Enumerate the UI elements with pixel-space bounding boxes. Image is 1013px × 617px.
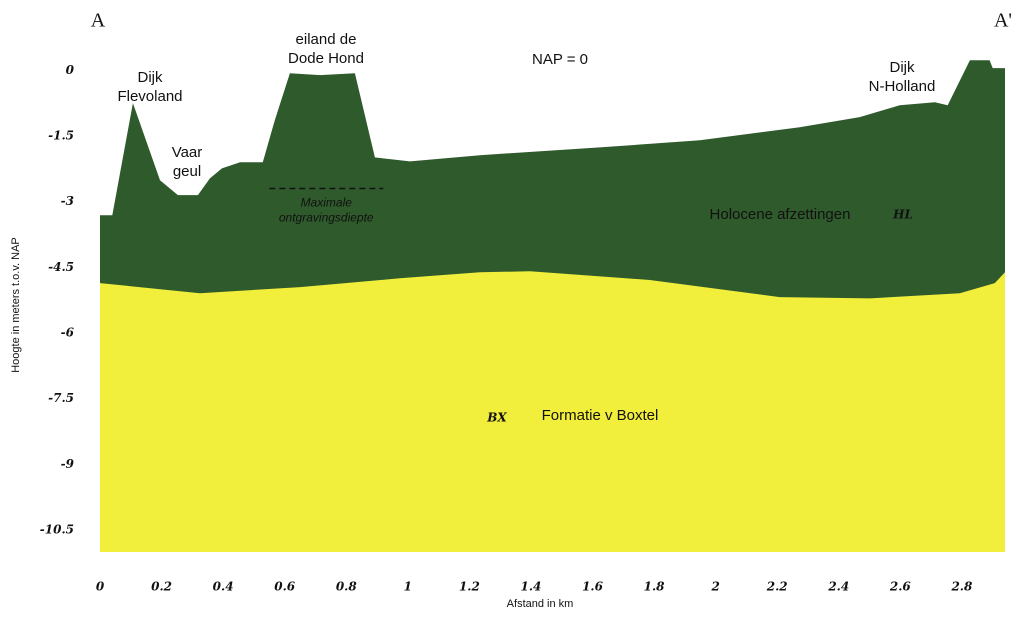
y-tick-label: -7.5 [48,391,74,405]
annotation: N-Holland [869,78,936,95]
y-tick-label: -10.5 [40,523,74,537]
y-axis-title: Hoogte in meters t.o.v. NAP [10,237,22,373]
layer-code: BX [486,411,507,425]
section-start-label: A [91,10,106,32]
excavation-depth-label: Maximale [301,196,353,210]
y-tick-label: -3 [61,194,74,208]
x-tick-label: 2.2 [766,580,788,594]
x-tick-label: 2.6 [889,580,912,594]
x-tick-label: 1.8 [644,580,666,594]
x-tick-label: 0.4 [213,580,234,594]
x-axis-title: Afstand in km [507,598,574,610]
x-tick-label: 1.2 [459,580,480,594]
x-tick-label: 1.6 [582,580,604,594]
annotation: Dijk [138,69,163,86]
x-tick-label: 2.4 [827,580,849,594]
chart: A A' Afstand in km Hoogte in meters t.o.… [0,0,1013,612]
layer-code: HL [892,208,913,222]
x-tick-label: 2.8 [950,580,973,594]
y-tick-label: -9 [61,457,75,471]
x-tick-label: 0.2 [151,580,172,594]
y-tick-label: -6 [61,326,75,340]
x-tick-label: 1 [404,580,412,594]
annotation: Flevoland [117,88,182,105]
annotation: Dijk [890,59,915,76]
x-tick-label: 2 [710,580,719,594]
y-tick-label: 0 [66,63,75,77]
x-tick-label: 0.6 [274,580,296,594]
annotation: Dode Hond [288,50,364,67]
x-tick-label: 0 [96,580,105,594]
layer-label: Holocene afzettingen [710,206,851,223]
annotation: eiland de [296,31,357,48]
section-end-label: A' [994,10,1012,32]
excavation-depth-label: ontgravingsdiepte [279,211,374,225]
x-tick-label: 1.4 [521,580,542,594]
y-tick-label: -1.5 [48,128,74,142]
layer-label: Formatie v Boxtel [542,407,659,424]
annotation: NAP = 0 [532,51,588,68]
annotation: Vaar [172,144,203,161]
y-tick-label: -4.5 [48,260,74,274]
x-tick-label: 0.8 [336,580,358,594]
annotation: geul [173,163,201,180]
